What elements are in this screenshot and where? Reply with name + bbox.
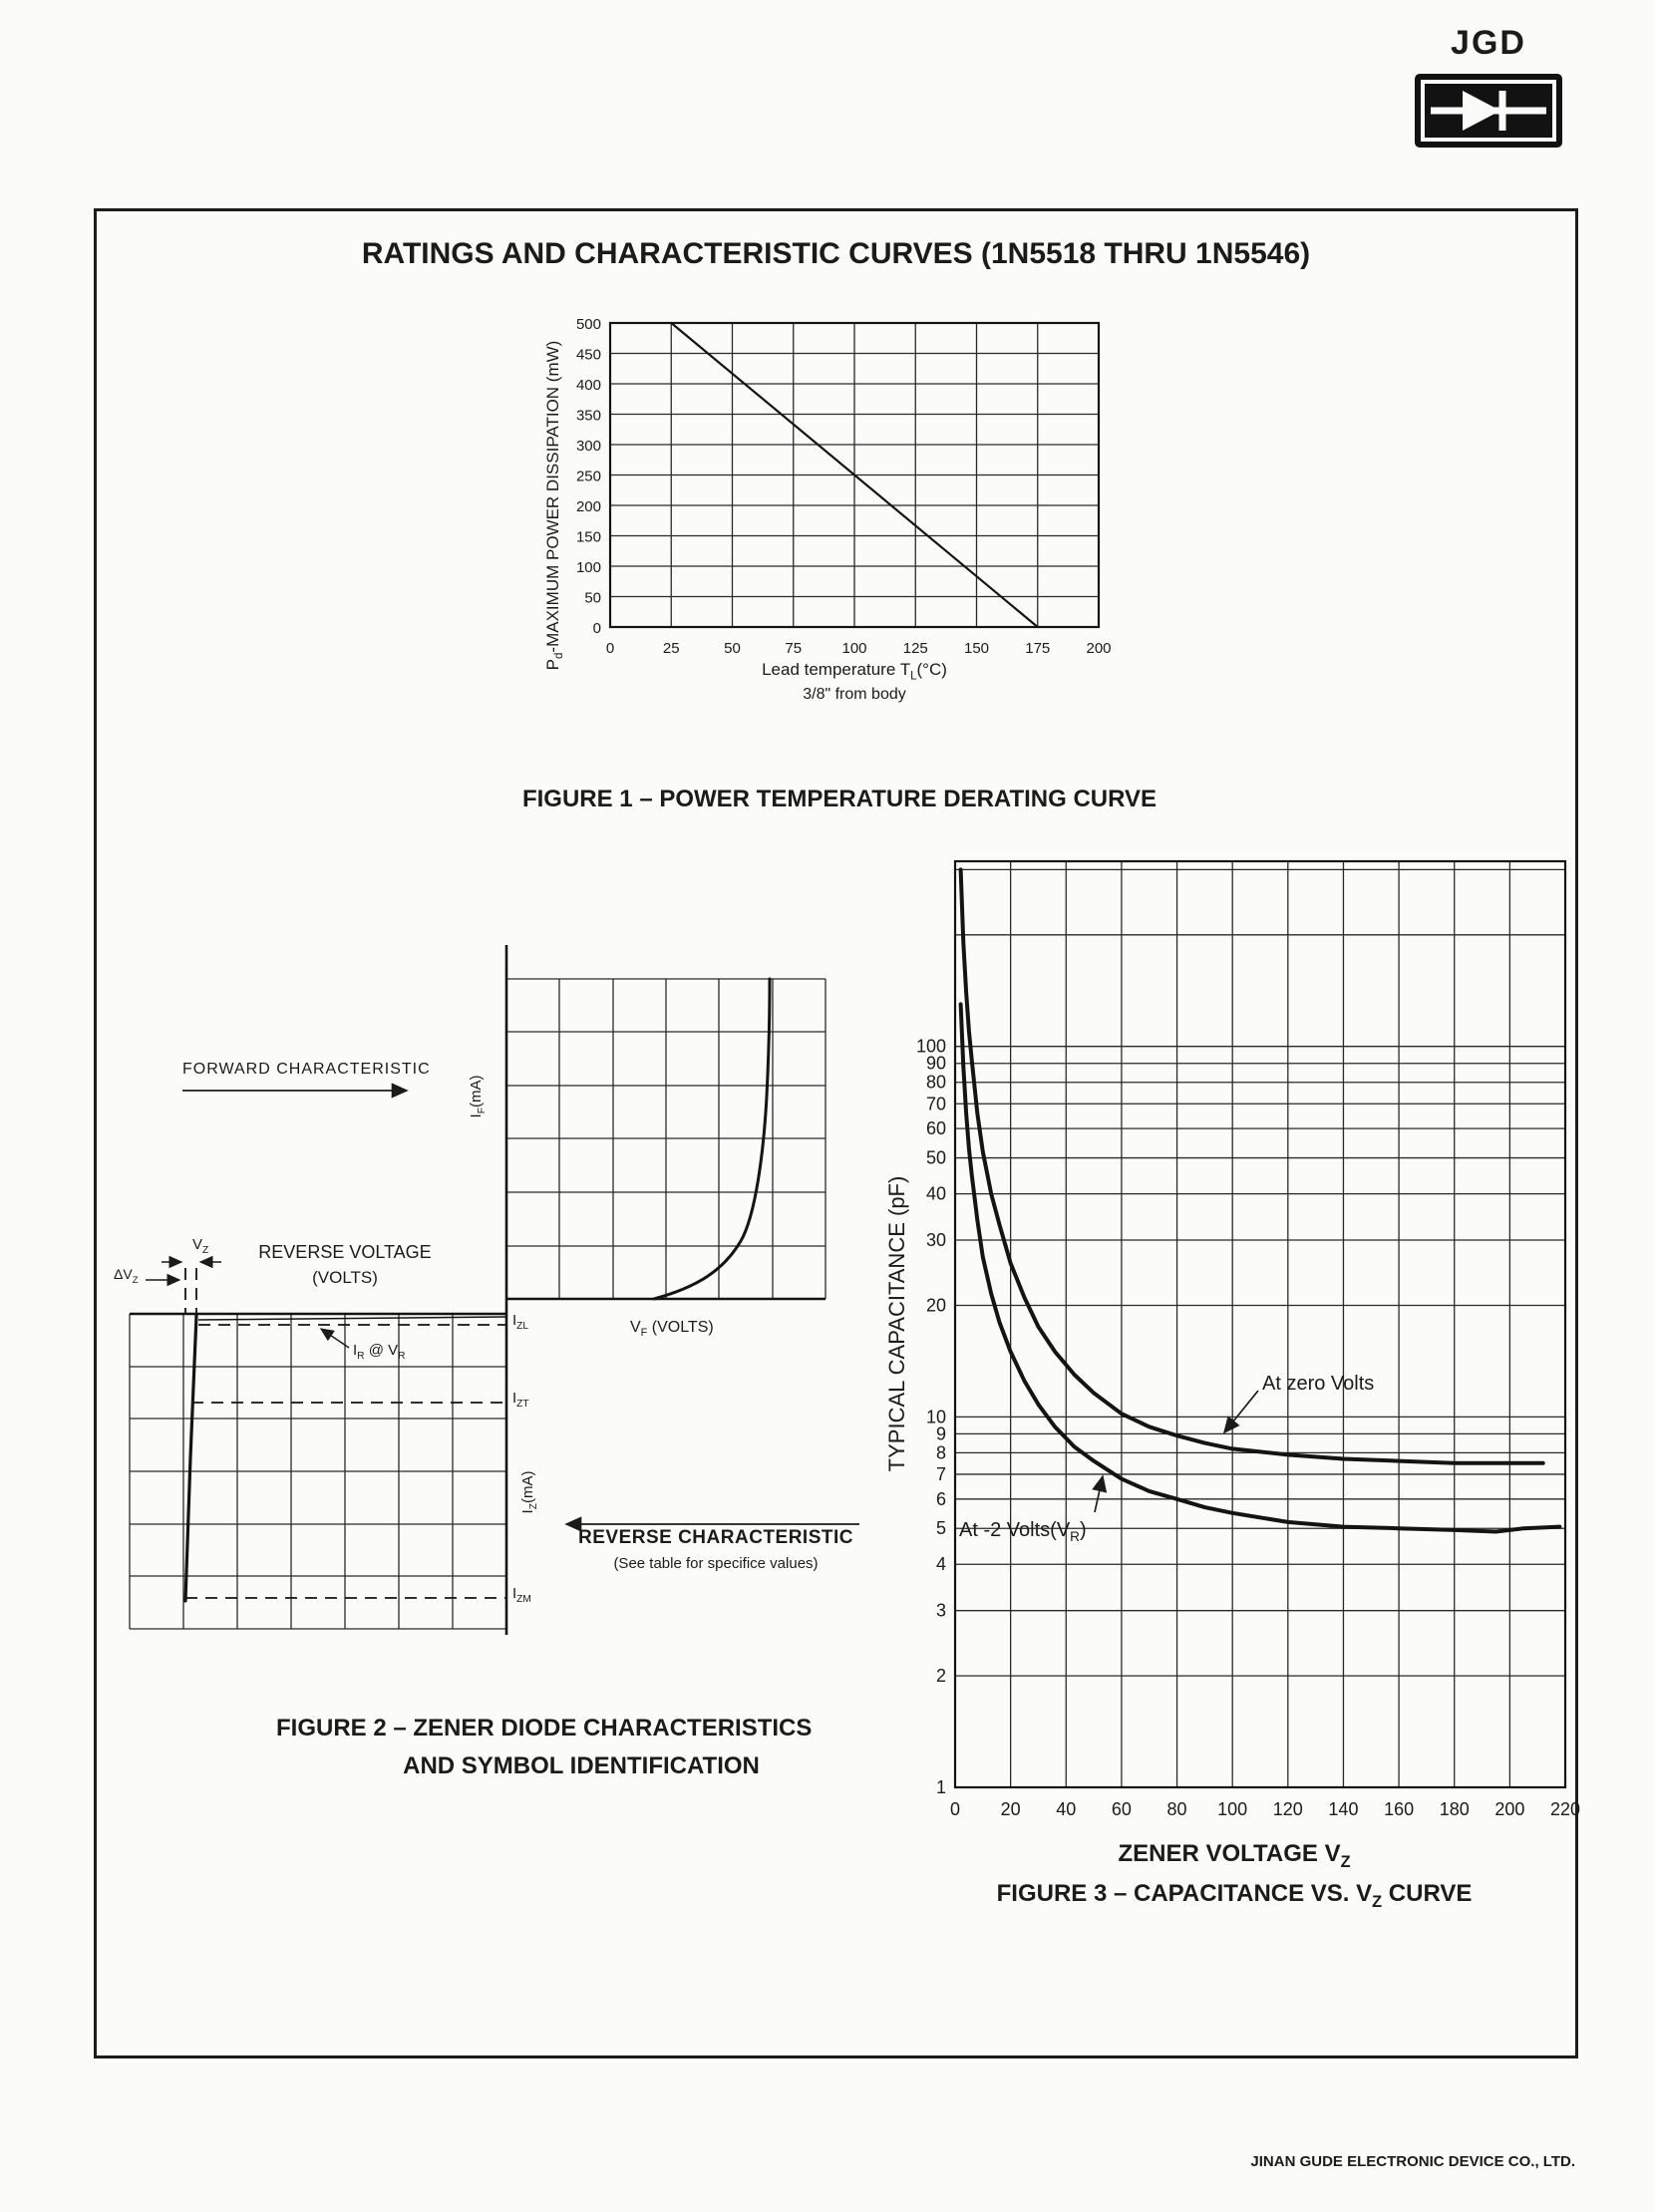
svg-text:160: 160 xyxy=(1384,1799,1414,1819)
fig1-caption: FIGURE 1 – POWER TEMPERATURE DERATING CU… xyxy=(521,786,1158,812)
figure3-capacitance-chart: 0 20 40 60 80 100 120 140 160 180 200 2201009080706… xyxy=(916,859,1580,1819)
svg-text:1: 1 xyxy=(936,1777,946,1797)
svg-text:60: 60 xyxy=(1112,1799,1132,1819)
svg-text:8: 8 xyxy=(936,1442,946,1462)
svg-text:5: 5 xyxy=(936,1518,946,1538)
svg-text:2: 2 xyxy=(936,1666,946,1686)
svg-text:80: 80 xyxy=(926,1073,946,1093)
svg-text:200: 200 xyxy=(1086,640,1111,657)
svg-text:7: 7 xyxy=(936,1464,946,1484)
svg-text:25: 25 xyxy=(663,640,680,657)
svg-text:30: 30 xyxy=(926,1230,946,1250)
footer-company: JINAN GUDE ELECTRONIC DEVICE CO., LTD. xyxy=(1250,2153,1575,2170)
fig2-ir-at-vr-label: IR @ VR xyxy=(353,1342,406,1362)
fig2-iz-axis-label: IZ(mA) xyxy=(519,1470,539,1514)
svg-text:150: 150 xyxy=(964,640,989,657)
fig3-caption: FIGURE 3 – CAPACITANCE VS. VZ CURVE xyxy=(996,1880,1473,1911)
svg-text:3: 3 xyxy=(936,1601,946,1621)
svg-text:6: 6 xyxy=(936,1489,946,1509)
svg-text:40: 40 xyxy=(926,1184,946,1204)
svg-text:100: 100 xyxy=(1217,1799,1247,1819)
svg-text:0: 0 xyxy=(606,640,614,657)
fig2-forward-characteristic-label: FORWARD CHARACTERISTIC xyxy=(182,1061,431,1078)
ir-vr-pointer-arrow xyxy=(319,1328,350,1349)
fig3-x-axis-title: ZENER VOLTAGE VZ xyxy=(1118,1840,1351,1871)
svg-text:50: 50 xyxy=(926,1148,946,1168)
fig2-caption-line1: FIGURE 2 – ZENER DIODE CHARACTERISTICS xyxy=(276,1715,813,1741)
svg-text:80: 80 xyxy=(1167,1799,1187,1819)
fig1-y-axis-label: Pd-MAXIMUM POWER DISSIPATION (mW) xyxy=(542,340,566,671)
fig2-izt-label: IZT xyxy=(512,1390,529,1410)
capacitance-at-zero-volts-label: At zero Volts xyxy=(1262,1373,1375,1395)
svg-text:20: 20 xyxy=(1001,1799,1021,1819)
svg-text:40: 40 xyxy=(1056,1799,1076,1819)
svg-text:200: 200 xyxy=(1494,1799,1524,1819)
svg-text:150: 150 xyxy=(576,529,601,546)
fig2-vf-axis-label: VF (VOLTS) xyxy=(630,1319,714,1340)
svg-text:175: 175 xyxy=(1025,640,1050,657)
svg-text:200: 200 xyxy=(576,498,601,515)
fig2-delta-vz-label: ΔVZ xyxy=(114,1266,139,1286)
svg-text:10: 10 xyxy=(926,1407,946,1426)
fig2-if-axis-label: IF(mA) xyxy=(468,1075,488,1118)
fig2-izm-label: IZM xyxy=(512,1585,531,1605)
svg-text:140: 140 xyxy=(1328,1799,1358,1819)
svg-text:0: 0 xyxy=(593,620,601,637)
svg-text:100: 100 xyxy=(576,559,601,576)
reverse-leakage-line xyxy=(197,1316,507,1321)
diode-icon xyxy=(1415,74,1562,148)
fig2-reverse-voltage-units: (VOLTS) xyxy=(312,1268,378,1287)
page-title: RATINGS AND CHARACTERISTIC CURVES (1N551… xyxy=(361,237,1311,270)
fig2-reverse-characteristic-label: REVERSE CHARACTERISTIC xyxy=(578,1527,853,1548)
figure1-derating-chart: 0 25 50 75 100 125 150 175 200 0 50 100 150 200 250 300… xyxy=(576,316,1112,657)
svg-text:50: 50 xyxy=(584,590,601,607)
fig2-caption-line2: AND SYMBOL IDENTIFICATION xyxy=(403,1752,760,1779)
svg-text:75: 75 xyxy=(785,640,802,657)
fig1-x-axis-label: Lead temperature TL(°C) xyxy=(762,660,947,683)
page-border xyxy=(94,208,1578,2058)
forward-curve xyxy=(652,977,772,1301)
svg-text:70: 70 xyxy=(926,1094,946,1113)
svg-text:90: 90 xyxy=(926,1054,946,1074)
svg-text:350: 350 xyxy=(576,408,601,425)
svg-text:60: 60 xyxy=(926,1118,946,1138)
at-zero-volts-pointer-arrow xyxy=(1222,1390,1259,1434)
svg-text:250: 250 xyxy=(576,469,601,485)
figure2-diagram xyxy=(129,945,859,1635)
svg-text:50: 50 xyxy=(724,640,741,657)
svg-text:4: 4 xyxy=(936,1554,946,1574)
fig2-vz-label: VZ xyxy=(192,1236,209,1256)
logo-text: JGD xyxy=(1451,24,1526,62)
fig2-reverse-voltage-label: REVERSE VOLTAGE xyxy=(258,1242,432,1262)
fig3-y-axis-label: TYPICAL CAPACITANCE (pF) xyxy=(884,1175,909,1472)
svg-text:450: 450 xyxy=(576,347,601,364)
fig1-x-axis-label-line2: 3/8" from body xyxy=(803,686,906,703)
svg-text:500: 500 xyxy=(576,316,601,333)
svg-text:100: 100 xyxy=(841,640,866,657)
fig2-reverse-characteristic-note: (See table for specifice values) xyxy=(613,1555,819,1572)
svg-text:125: 125 xyxy=(903,640,928,657)
svg-text:100: 100 xyxy=(916,1037,946,1057)
svg-text:120: 120 xyxy=(1273,1799,1303,1819)
svg-text:0: 0 xyxy=(950,1799,960,1819)
svg-text:20: 20 xyxy=(926,1295,946,1315)
svg-text:9: 9 xyxy=(936,1423,946,1443)
svg-text:400: 400 xyxy=(576,377,601,394)
capacitance-at-minus2-volts-label: At -2 Volts(VR) xyxy=(959,1519,1087,1544)
zener-breakdown-curve xyxy=(183,1314,198,1603)
fig2-izl-label: IZL xyxy=(512,1312,529,1332)
svg-text:300: 300 xyxy=(576,438,601,455)
svg-text:180: 180 xyxy=(1440,1799,1470,1819)
at-minus2-volts-pointer-arrow xyxy=(1092,1474,1108,1513)
svg-text:220: 220 xyxy=(1550,1799,1580,1819)
